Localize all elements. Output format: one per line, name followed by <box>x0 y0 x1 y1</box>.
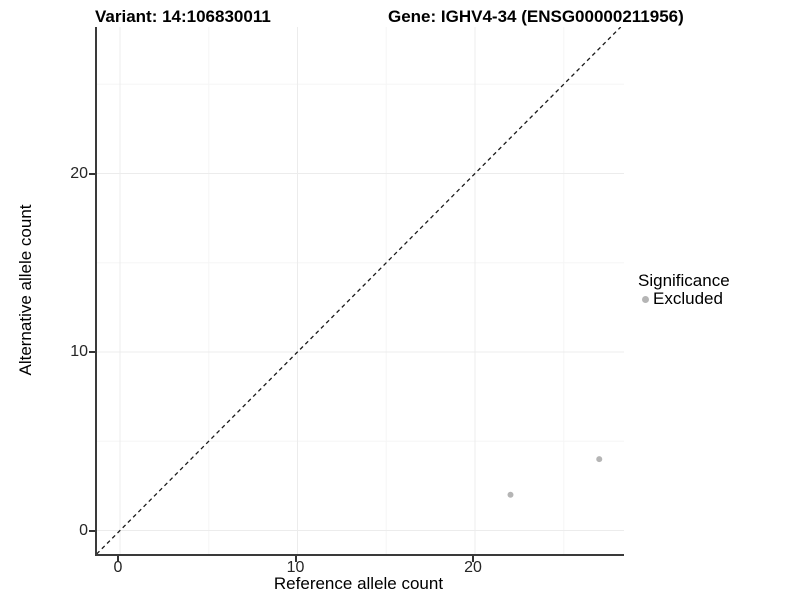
x-tick-label: 20 <box>464 559 482 576</box>
identity-line <box>97 27 622 554</box>
y-tick-mark <box>89 351 95 353</box>
y-tick-mark <box>89 529 95 532</box>
plot-title-variant: Variant: 14:106830011 <box>95 7 271 26</box>
plot-title-gene: Gene: IGHV4-34 (ENSG00000211956) <box>388 7 684 26</box>
y-tick-mark <box>89 172 95 175</box>
plot-area-canvas <box>97 27 624 554</box>
x-tick-label: 0 <box>113 559 123 576</box>
x-tick-mark <box>472 556 474 562</box>
legend-items: Excluded <box>638 289 730 308</box>
x-tick-mark <box>294 556 297 562</box>
legend: Significance Excluded <box>638 271 730 309</box>
legend-item-label: Excluded <box>653 289 723 308</box>
y-tick-label: 0 <box>79 521 88 539</box>
x-axis-title: Reference allele count <box>273 574 444 593</box>
data-point <box>596 456 603 463</box>
legend-title: Significance <box>638 271 730 290</box>
y-axis-title: Alternative allele count <box>16 204 35 376</box>
legend-key-dot-icon <box>642 295 649 303</box>
legend-item: Excluded <box>638 289 730 308</box>
y-tick-label: 10 <box>70 343 88 360</box>
x-tick-label: 10 <box>286 559 305 576</box>
plot-panel <box>95 27 624 556</box>
x-tick-mark <box>117 556 119 562</box>
data-point <box>507 491 514 498</box>
y-tick-label: 20 <box>70 164 88 182</box>
